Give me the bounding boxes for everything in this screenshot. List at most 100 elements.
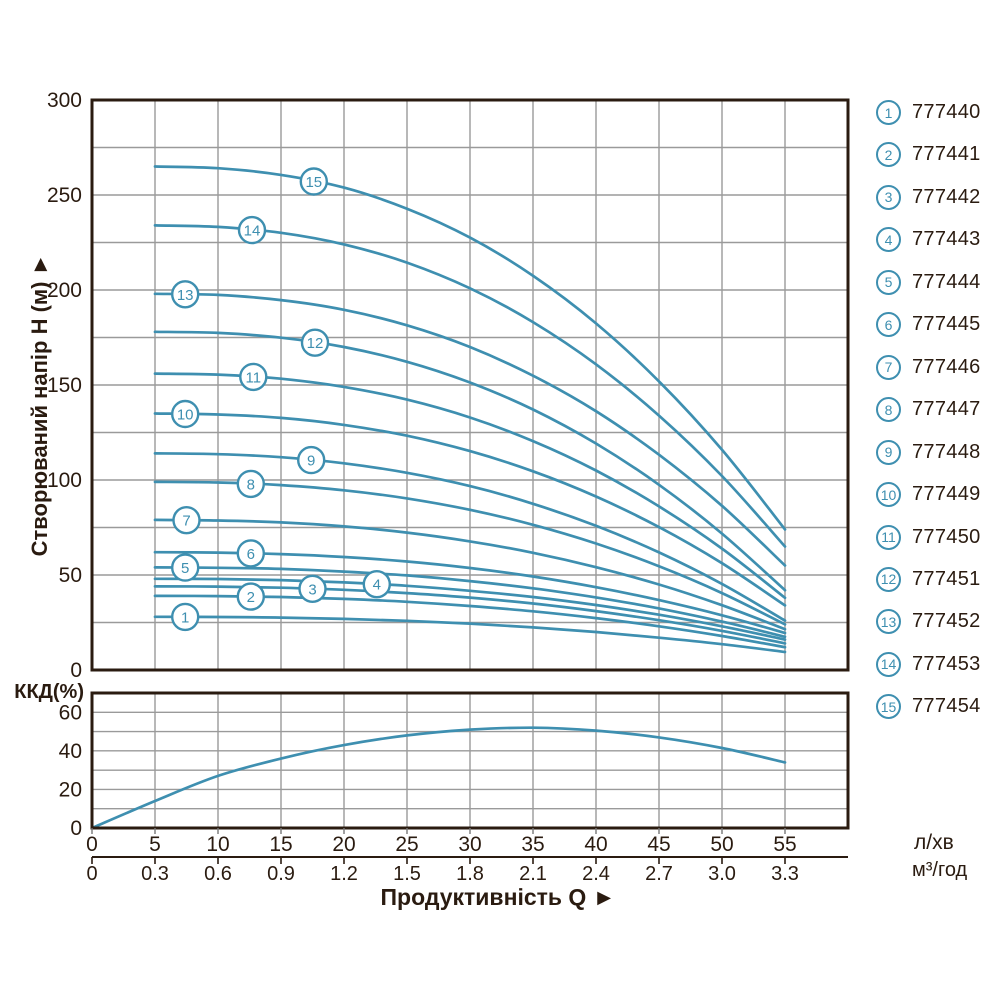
pump-curve-14: [153, 224, 787, 548]
eff-tick-label: 20: [59, 778, 82, 801]
pump-curve-8: [153, 480, 787, 626]
legend-code-2: 777441: [912, 143, 981, 166]
x-tick-label-lmin: 0: [86, 833, 98, 856]
legend-code-8: 777447: [912, 398, 981, 421]
curve-label-circle-15: [299, 167, 328, 196]
y-tick-label: 200: [47, 279, 82, 302]
pump-curve-6: [153, 550, 787, 635]
legend-item-2: 2 777441: [876, 142, 981, 168]
legend-item-13: 13 777452: [876, 609, 981, 635]
x-tick-label-m3h: 0: [86, 863, 97, 885]
x-tick-label-lmin: 30: [458, 833, 481, 856]
curve-label-circle-10: [170, 399, 200, 429]
legend-number-10: 10: [876, 482, 901, 508]
pump-curve-13: [153, 292, 787, 567]
pump-curve-10: [153, 412, 787, 607]
curve-label-number-9: 9: [307, 453, 315, 470]
y-tick-label: 100: [47, 469, 82, 492]
x-tick-label-lmin: 5: [149, 833, 161, 856]
x-tick-label-m3h: 3.0: [708, 863, 736, 885]
legend-number-8: 8: [876, 397, 901, 423]
y-tick-label: 150: [47, 374, 82, 397]
curve-label-circle-5: [170, 553, 200, 582]
curve-label-number-8: 8: [247, 476, 255, 493]
curve-label-circle-1: [170, 602, 200, 632]
legend-item-9: 9 777448: [876, 439, 981, 465]
x-tick-label-m3h: 3.3: [771, 863, 799, 885]
x-tick-label-m3h: 1.5: [393, 863, 421, 885]
pump-curve-1: [153, 615, 787, 654]
x-tick-label-m3h: 1.2: [330, 863, 358, 885]
legend-number-9: 9: [876, 439, 901, 465]
legend-number-7: 7: [876, 354, 901, 380]
x-tick-label-lmin: 35: [521, 833, 544, 856]
legend-code-9: 777448: [912, 440, 981, 463]
legend-item-12: 12 777451: [876, 566, 981, 592]
legend-code-4: 777443: [912, 228, 981, 251]
curve-label-circle-4: [362, 570, 391, 599]
curve-label-number-11: 11: [246, 369, 262, 386]
flow-unit-lmin: л/хв: [914, 831, 954, 854]
legend-code-13: 777452: [912, 610, 981, 633]
eff-tick-label: 60: [59, 701, 82, 724]
efficiency-curve: [90, 726, 787, 830]
y-tick-label: 250: [47, 184, 82, 207]
curve-label-circle-6: [236, 539, 266, 568]
legend-item-3: 3 777442: [876, 184, 981, 210]
curve-label-circle-12: [300, 328, 330, 357]
x-tick-label-lmin: 10: [206, 833, 229, 856]
curve-label-number-15: 15: [305, 174, 322, 191]
legend-item-10: 10 777449: [876, 482, 981, 508]
curve-label-number-4: 4: [373, 577, 381, 594]
legend-number-11: 11: [876, 524, 901, 550]
main-plot-border: [90, 98, 850, 672]
legend-code-1: 777440: [912, 101, 981, 123]
curve-label-circle-13: [170, 280, 200, 309]
legend-code-12: 777451: [912, 567, 981, 590]
x-tick-label-m3h: 2.7: [645, 863, 673, 885]
legend-item-11: 11 777450: [876, 524, 981, 550]
legend-number-1: 1: [876, 100, 901, 125]
legend-code-11: 777450: [912, 525, 981, 548]
x-tick-label-lmin: 20: [332, 833, 355, 856]
legend-code-15: 777454: [912, 695, 981, 718]
x-tick-label-lmin: 25: [395, 833, 418, 856]
curve-label-number-1: 1: [181, 609, 189, 626]
curve-label-number-3: 3: [308, 581, 316, 598]
legend-code-14: 777453: [912, 652, 981, 675]
x-tick-label-m3h: 0.9: [267, 863, 295, 885]
y-axis-label: Створюваний напір H (м) ►: [27, 253, 52, 557]
x-tick-label-lmin: 40: [584, 833, 607, 856]
x-tick-label-m3h: 2.1: [519, 863, 547, 885]
legend-number-15: 15: [876, 694, 901, 720]
legend-code-7: 777446: [912, 355, 981, 378]
pump-curve-11: [153, 372, 787, 600]
pump-curve-7: [153, 518, 787, 631]
curve-label-number-14: 14: [244, 223, 261, 240]
legend-number-2: 2: [876, 142, 901, 168]
eff-tick-label: 0: [70, 817, 82, 840]
pump-curve-12: [153, 330, 787, 592]
legend-item-15: 15 777454: [876, 694, 981, 720]
x-tick-label-lmin: 55: [773, 833, 796, 856]
pump-curve-3: [153, 585, 787, 645]
legend-code-6: 777445: [912, 313, 981, 336]
x-tick-label-m3h: 0.3: [141, 863, 169, 885]
legend-item-7: 7 777446: [876, 354, 981, 380]
curve-label-number-13: 13: [177, 287, 194, 304]
legend-number-6: 6: [876, 312, 901, 338]
legend-number-13: 13: [876, 609, 901, 635]
x-axis-title: Продуктивність Q ►: [380, 884, 616, 910]
legend-number-14: 14: [876, 651, 901, 677]
legend-item-1: 1 777440: [876, 100, 981, 125]
x-tick-label-lmin: 15: [269, 833, 292, 856]
pump-curve-15: [153, 165, 787, 531]
pump-curve-5: [153, 566, 787, 639]
curve-label-circle-2: [236, 582, 266, 611]
curve-label-circle-7: [172, 506, 201, 535]
legend-item-14: 14 777453: [876, 651, 981, 677]
curve-label-number-12: 12: [307, 335, 324, 352]
x-tick-label-m3h: 2.4: [582, 863, 610, 885]
curve-label-circle-3: [298, 574, 327, 603]
